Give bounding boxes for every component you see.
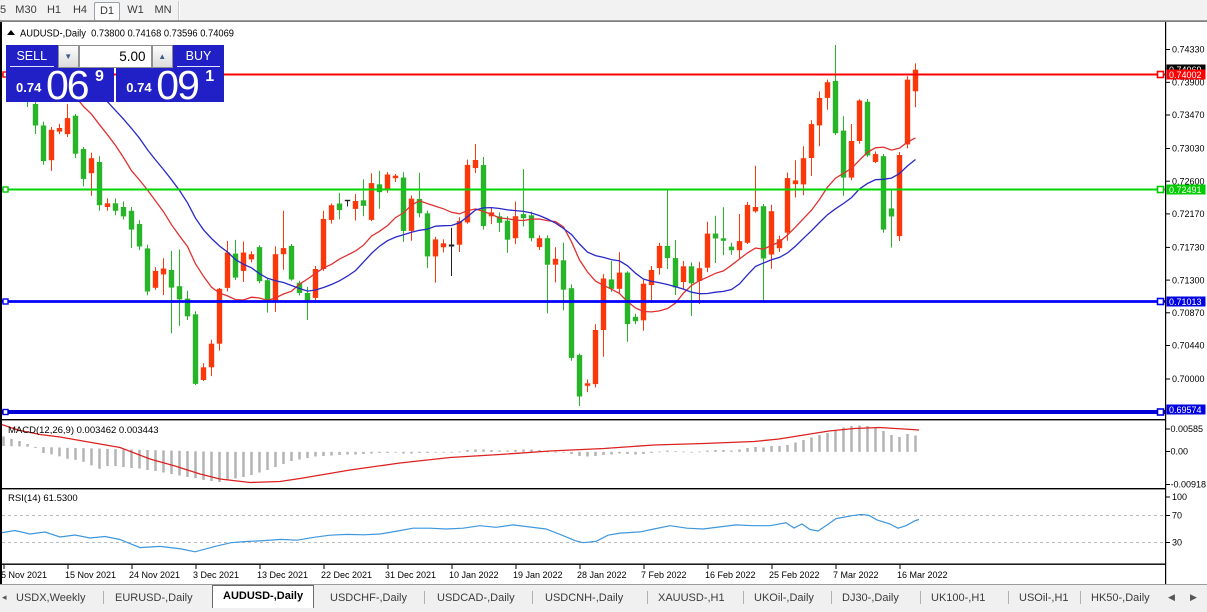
svg-text:0.00: 0.00: [1171, 447, 1189, 457]
svg-text:0.73900: 0.73900: [1172, 78, 1205, 88]
svg-text:25 Feb 2022: 25 Feb 2022: [769, 570, 820, 580]
svg-text:MACD(12,26,9) 0.003462 0.00344: MACD(12,26,9) 0.003462 0.003443: [8, 425, 159, 436]
svg-text:0.71300: 0.71300: [1172, 275, 1205, 285]
svg-text:-0.00918: -0.00918: [1171, 480, 1207, 490]
svg-text:0.73470: 0.73470: [1172, 110, 1205, 120]
svg-text:0.70000: 0.70000: [1172, 374, 1205, 384]
svg-text:RSI(14) 61.5300: RSI(14) 61.5300: [8, 493, 78, 504]
svg-text:15 Nov 2021: 15 Nov 2021: [65, 570, 116, 580]
svg-text:7 Feb 2022: 7 Feb 2022: [641, 570, 687, 580]
svg-text:0.72491: 0.72491: [1169, 185, 1202, 195]
svg-text:16 Feb 2022: 16 Feb 2022: [705, 570, 756, 580]
svg-text:13 Dec 2021: 13 Dec 2021: [257, 570, 308, 580]
svg-text:28 Jan 2022: 28 Jan 2022: [577, 570, 627, 580]
svg-text:30: 30: [1172, 538, 1182, 548]
svg-text:0.71730: 0.71730: [1172, 243, 1205, 253]
svg-text:5 Nov 2021: 5 Nov 2021: [1, 570, 47, 580]
svg-text:24 Nov 2021: 24 Nov 2021: [129, 570, 180, 580]
svg-text:0.72600: 0.72600: [1172, 176, 1205, 186]
svg-text:0.74002: 0.74002: [1169, 70, 1202, 80]
svg-text:70: 70: [1172, 511, 1182, 521]
svg-text:0.69574: 0.69574: [1169, 405, 1202, 415]
svg-text:22 Dec 2021: 22 Dec 2021: [321, 570, 372, 580]
svg-text:19 Jan 2022: 19 Jan 2022: [513, 570, 563, 580]
svg-text:7 Mar 2022: 7 Mar 2022: [833, 570, 879, 580]
svg-text:31 Dec 2021: 31 Dec 2021: [385, 570, 436, 580]
svg-text:0.74330: 0.74330: [1172, 45, 1205, 55]
svg-text:0.70870: 0.70870: [1172, 308, 1205, 318]
svg-text:0.00585: 0.00585: [1171, 424, 1204, 434]
svg-text:100: 100: [1172, 492, 1187, 502]
svg-text:0.73030: 0.73030: [1172, 144, 1205, 154]
svg-text:3 Dec 2021: 3 Dec 2021: [193, 570, 239, 580]
svg-text:16 Mar 2022: 16 Mar 2022: [897, 570, 948, 580]
svg-text:0.71013: 0.71013: [1169, 297, 1202, 307]
svg-text:0.72170: 0.72170: [1172, 209, 1205, 219]
svg-text:0.70440: 0.70440: [1172, 341, 1205, 351]
svg-text:10 Jan 2022: 10 Jan 2022: [449, 570, 499, 580]
svg-text:AUDUSD-,Daily 0.73800 0.74168: AUDUSD-,Daily 0.73800 0.74168 0.73596 0.…: [20, 29, 234, 40]
